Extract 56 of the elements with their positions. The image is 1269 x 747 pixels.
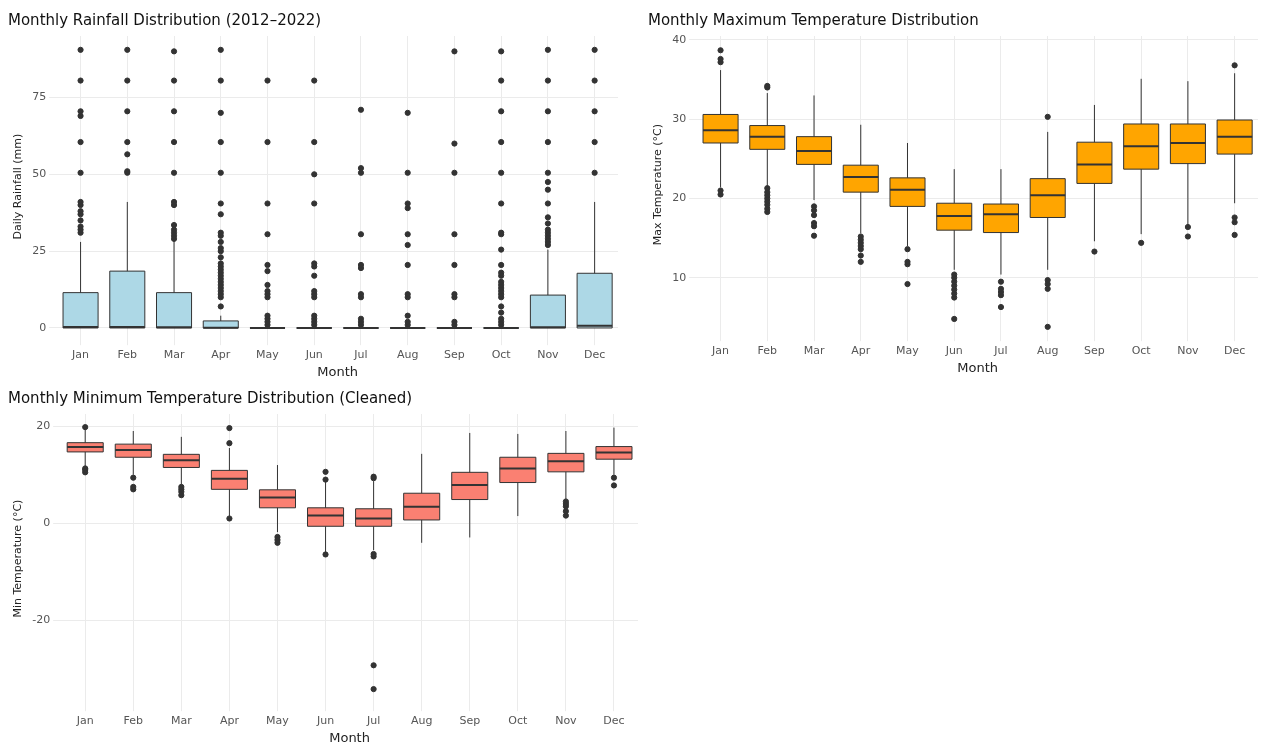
x-tick-label: Jun bbox=[944, 343, 963, 357]
y-tick-label: 10 bbox=[672, 270, 687, 284]
y-tick-label: 20 bbox=[36, 419, 51, 433]
x-tick-label: Aug bbox=[410, 713, 433, 727]
x-tick-label: Jan bbox=[71, 347, 90, 361]
x-tick-label: Dec bbox=[1223, 343, 1246, 357]
y-axis-title: Max Temperature (°C) bbox=[651, 124, 665, 246]
x-axis-title: Month bbox=[957, 359, 998, 375]
x-tick-label: Nov bbox=[537, 347, 560, 361]
x-tick-label: Feb bbox=[123, 713, 144, 727]
x-tick-label: Jul bbox=[353, 347, 368, 361]
x-tick-label: May bbox=[896, 343, 920, 357]
x-tick-label: Jan bbox=[711, 343, 730, 357]
y-tick-label: 50 bbox=[32, 167, 47, 181]
x-tick-label: Jun bbox=[304, 347, 323, 361]
y-tick-label: -20 bbox=[32, 613, 51, 627]
y-tick-label: 0 bbox=[43, 516, 51, 530]
y-axis-title: Min Temperature (°C) bbox=[11, 499, 25, 618]
x-tick-label: May bbox=[266, 713, 290, 727]
chart-title: Monthly Rainfall Distribution (2012–2022) bbox=[8, 10, 322, 29]
x-tick-label: Oct bbox=[1131, 343, 1152, 357]
chart-title: Monthly Minimum Temperature Distribution (Cleaned) bbox=[8, 388, 413, 407]
x-tick-label: Nov bbox=[1177, 343, 1200, 357]
x-tick-label: Apr bbox=[211, 347, 231, 361]
y-tick-label: 0 bbox=[39, 320, 47, 334]
x-tick-label: Oct bbox=[508, 713, 529, 727]
x-tick-label: Feb bbox=[757, 343, 778, 357]
x-tick-label: Sep bbox=[459, 713, 481, 727]
y-tick-label: 30 bbox=[672, 112, 687, 126]
x-tick-label: Sep bbox=[444, 347, 465, 361]
x-tick-label: Dec bbox=[583, 347, 606, 361]
x-tick-label: Mar bbox=[163, 347, 185, 361]
x-tick-label: May bbox=[256, 347, 280, 361]
x-tick-label: Feb bbox=[117, 347, 138, 361]
x-tick-label: Nov bbox=[555, 713, 578, 727]
y-tick-label: 75 bbox=[32, 90, 47, 104]
y-tick-label: 20 bbox=[672, 191, 687, 205]
x-tick-label: Jan bbox=[75, 713, 94, 727]
x-axis-title: Month bbox=[317, 363, 358, 379]
x-tick-label: Apr bbox=[851, 343, 871, 357]
x-tick-label: Aug bbox=[1036, 343, 1059, 357]
chart-title: Monthly Maximum Temperature Distribution bbox=[648, 10, 979, 29]
y-tick-label: 25 bbox=[32, 244, 47, 257]
y-tick-label: 40 bbox=[672, 32, 687, 46]
x-axis-title: Month bbox=[329, 729, 370, 745]
x-tick-label: Jul bbox=[993, 343, 1008, 357]
x-tick-label: Mar bbox=[803, 343, 825, 357]
x-tick-label: Jun bbox=[315, 713, 335, 727]
x-tick-label: Sep bbox=[1084, 343, 1105, 357]
x-tick-label: Apr bbox=[219, 713, 240, 727]
y-axis-title: Daily Rainfall (mm) bbox=[11, 133, 25, 240]
x-tick-label: Mar bbox=[170, 713, 193, 727]
x-tick-label: Jul bbox=[365, 713, 381, 727]
x-tick-label: Aug bbox=[396, 347, 419, 361]
x-tick-label: Dec bbox=[603, 713, 625, 727]
x-tick-label: Oct bbox=[491, 347, 512, 361]
